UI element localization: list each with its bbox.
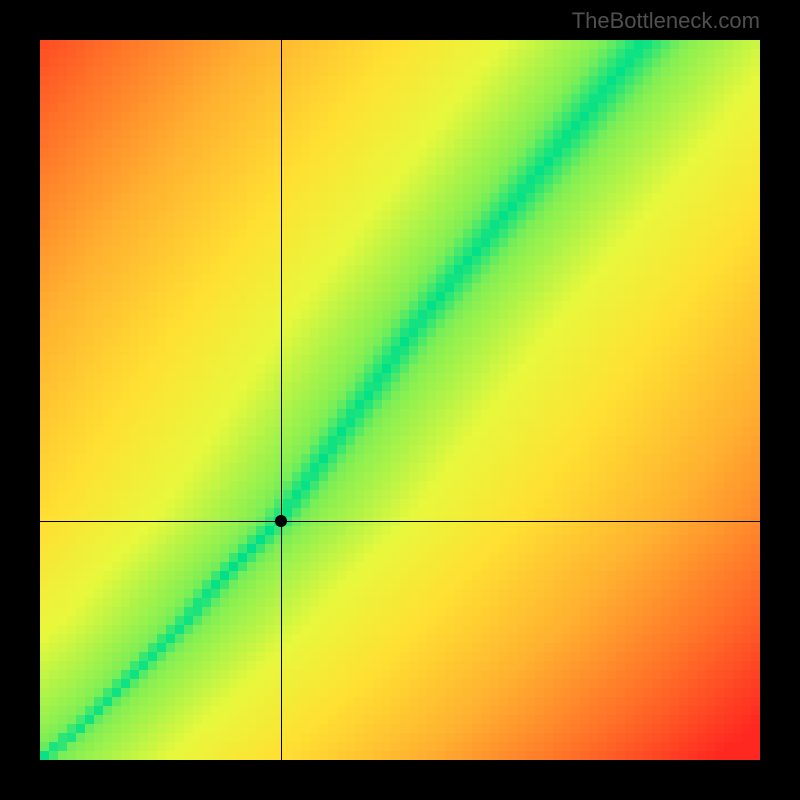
heatmap-plot [40,40,760,760]
crosshair-vertical [281,40,282,760]
marker-point [275,515,287,527]
heatmap-canvas [40,40,760,760]
crosshair-horizontal [40,521,760,522]
watermark-text: TheBottleneck.com [572,8,760,34]
